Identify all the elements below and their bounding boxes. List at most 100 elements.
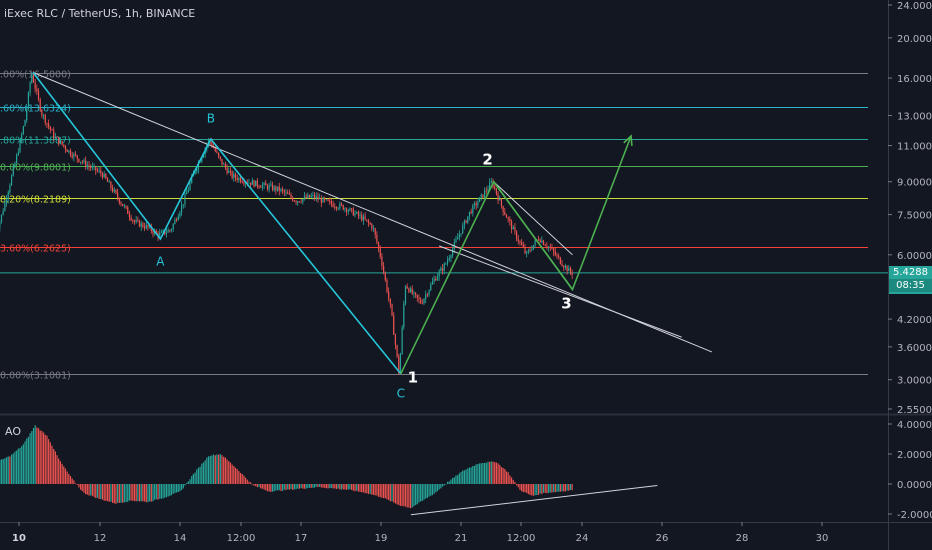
ao-bar xyxy=(140,484,142,502)
wave-123-inner-path xyxy=(493,181,574,290)
ao-bar xyxy=(542,484,545,493)
ao-bar xyxy=(406,484,408,508)
y-tick-label: 2.5500 xyxy=(897,405,932,416)
wave-label: C xyxy=(397,386,405,400)
ao-bar xyxy=(507,472,509,484)
candle-body xyxy=(44,115,46,123)
candle-body xyxy=(403,303,405,328)
ao-bar xyxy=(199,466,201,484)
candle-body xyxy=(354,213,356,216)
candle-body xyxy=(337,208,339,209)
candle-body xyxy=(384,272,386,280)
ao-bar xyxy=(184,484,186,486)
ao-bar xyxy=(384,484,386,499)
ao-bar xyxy=(473,465,476,484)
y-tick-label: 7.5000 xyxy=(897,211,932,222)
candle-body xyxy=(88,165,90,167)
candle-body xyxy=(273,186,275,191)
candle-body xyxy=(51,129,53,131)
ao-indicator-label: AO xyxy=(5,425,21,438)
ao-bar xyxy=(524,484,526,493)
ao-bar xyxy=(24,441,26,484)
candle-body xyxy=(542,240,545,245)
candle-body xyxy=(563,266,565,268)
ao-bar xyxy=(324,484,326,488)
candle-body xyxy=(224,163,226,168)
ao-bar xyxy=(351,484,353,490)
candle-body xyxy=(59,140,62,144)
y-tick-label: 24.0000 xyxy=(897,1,932,12)
candle-body xyxy=(103,173,105,178)
candle-body xyxy=(359,214,361,216)
ao-bar xyxy=(206,457,208,484)
ao-bar xyxy=(302,484,304,489)
ao-bar xyxy=(569,484,572,490)
ao-bar xyxy=(393,484,395,503)
candle-body xyxy=(46,122,48,124)
ao-bar xyxy=(510,477,513,484)
ao-bar xyxy=(502,467,504,484)
ao-bar xyxy=(165,484,168,498)
candle-body xyxy=(553,248,555,252)
candle-body xyxy=(475,203,477,206)
candle-body xyxy=(517,238,519,242)
candle-body xyxy=(352,208,354,216)
candle-body xyxy=(482,194,484,198)
ao-bar xyxy=(467,468,469,484)
ao-bar xyxy=(44,434,46,484)
ao-bar xyxy=(101,484,104,500)
ao-bar xyxy=(500,467,503,484)
ao-bar xyxy=(300,484,302,489)
ao-bar xyxy=(285,484,287,491)
candle-body xyxy=(399,353,402,373)
ao-bar xyxy=(361,484,363,493)
candle-body xyxy=(53,130,55,139)
ao-bar xyxy=(128,484,131,501)
ao-bar xyxy=(59,461,62,484)
ao-bar xyxy=(345,484,348,490)
candle-body xyxy=(231,171,233,178)
ao-bar xyxy=(340,484,343,490)
candle-body xyxy=(7,192,9,200)
ao-bar xyxy=(63,466,65,484)
ao-bar xyxy=(204,460,206,484)
candle-body xyxy=(68,150,70,152)
ao-bar xyxy=(196,469,198,484)
candle-body xyxy=(143,226,146,229)
ao-bar xyxy=(347,484,349,490)
ao-bar xyxy=(275,484,277,491)
candle-body xyxy=(261,185,264,188)
candle-body xyxy=(138,220,141,227)
wave-label: 2 xyxy=(482,151,492,169)
ao-bar xyxy=(181,484,183,490)
ao-bar xyxy=(460,471,462,484)
candle-body xyxy=(428,290,430,295)
candle-body xyxy=(142,223,144,227)
candle-body xyxy=(93,166,95,167)
candle-body xyxy=(381,256,383,266)
candle-body xyxy=(258,185,260,188)
candle-body xyxy=(118,198,120,203)
ao-bar xyxy=(504,469,506,484)
candle-body xyxy=(490,181,492,183)
ao-bar xyxy=(164,484,166,498)
candle-body xyxy=(371,224,373,229)
candle-body xyxy=(305,196,307,198)
candle-body xyxy=(566,265,568,272)
candle-body xyxy=(83,160,85,163)
ao-bar xyxy=(521,484,523,492)
ao-bar xyxy=(441,484,444,487)
ao-bar xyxy=(553,484,555,492)
ao-bar xyxy=(547,484,550,493)
candle-body xyxy=(404,286,407,304)
ao-bar xyxy=(229,462,232,484)
ao-bar xyxy=(122,484,124,503)
ao-bar xyxy=(91,484,93,496)
candle-body xyxy=(509,218,511,222)
fib-level-label: 8.20%(8.2189) xyxy=(0,195,71,206)
candle-body xyxy=(322,197,324,203)
candle-body xyxy=(473,203,476,206)
candle-body xyxy=(345,208,348,212)
ao-bar xyxy=(359,484,361,492)
